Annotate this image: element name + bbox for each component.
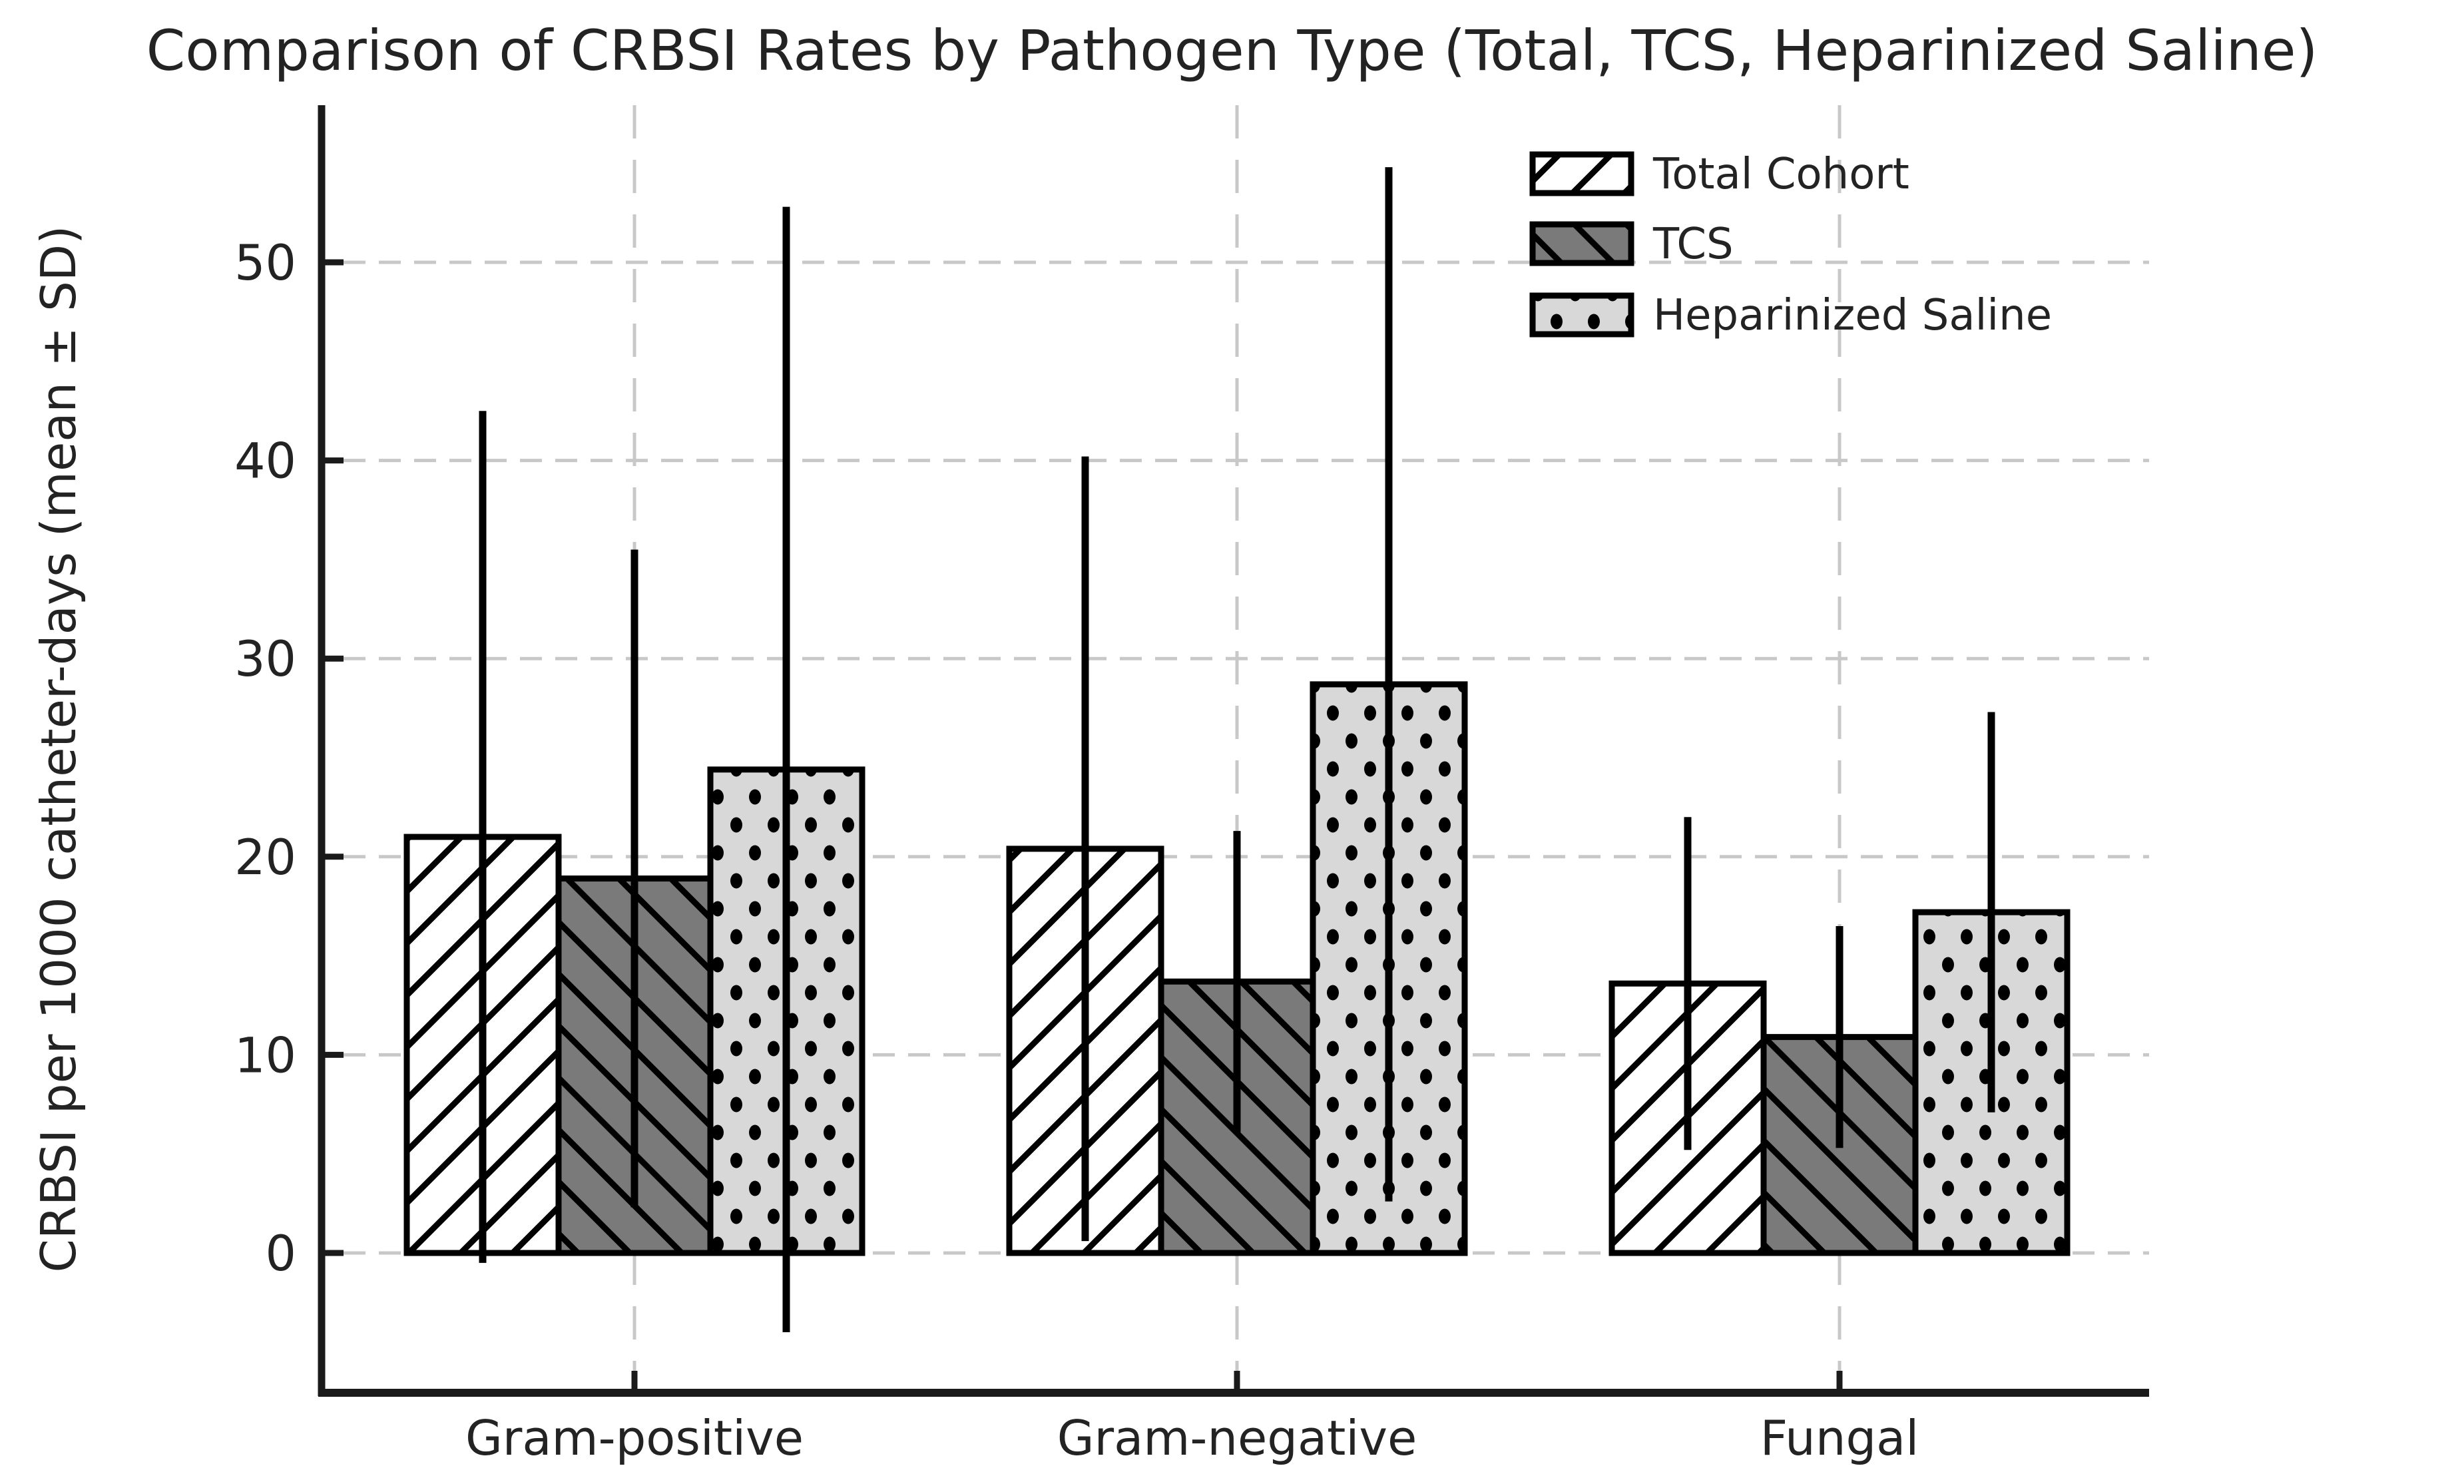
axes-layer: 0 10 20 30 40 50 Gram-positive Gram-negative Fun…	[234, 105, 2149, 1466]
legend-swatch-hatch	[1533, 154, 1631, 193]
y-tick-label: 50	[234, 235, 296, 292]
legend-swatch-hatch	[1533, 224, 1631, 263]
x-tick-label: Gram-negative	[1057, 1410, 1417, 1466]
error-bars-layer	[479, 167, 1995, 1333]
legend-swatch-edge	[1529, 221, 1634, 266]
legend-swatch-edge	[1529, 151, 1634, 196]
legend-swatch-edge	[1529, 292, 1634, 338]
y-tick-label: 0	[266, 1226, 296, 1282]
legend-label: Total Cohort	[1652, 150, 1909, 199]
x-tick-label: Gram-positive	[465, 1410, 804, 1466]
y-tick-label: 30	[234, 631, 296, 688]
chart-title: Comparison of CRBSI Rates by Pathogen Ty…	[146, 18, 2318, 83]
y-tick-label: 10	[234, 1027, 296, 1084]
legend-swatch-hatch	[1533, 296, 1631, 334]
x-tick-label: Fungal	[1760, 1410, 1919, 1466]
y-tick-label: 40	[234, 433, 296, 490]
legend-label: TCS	[1652, 220, 1734, 269]
y-tick-label: 20	[234, 830, 296, 886]
legend: Total Cohort TCS Heparinized Saline	[1529, 150, 2052, 340]
legend-label: Heparinized Saline	[1653, 291, 2052, 340]
